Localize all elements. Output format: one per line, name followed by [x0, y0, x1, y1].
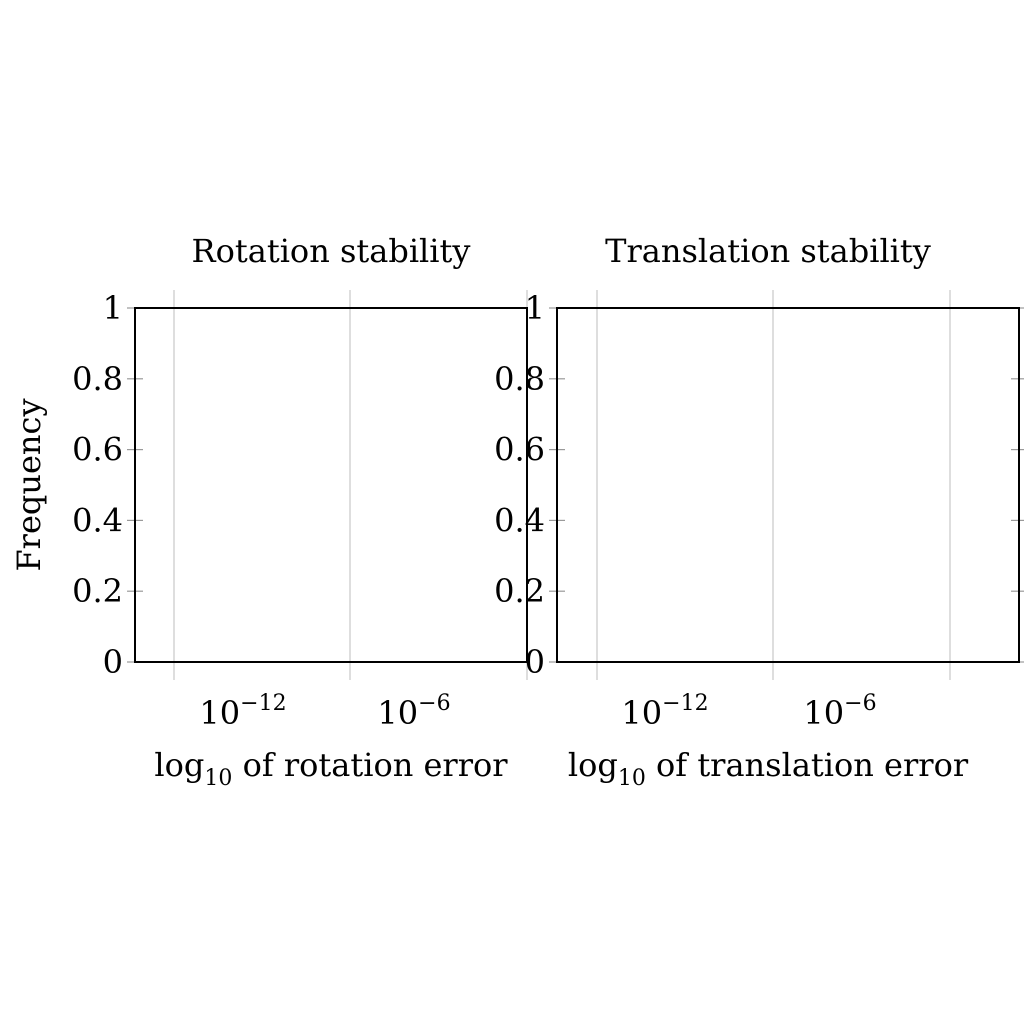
plot-frame	[556, 307, 1020, 663]
chart-panel-2: 0 0.2 0.4 0.6 0.8 1 10−12 10−6 Translation stabi…	[494, 232, 1024, 791]
x-axis-label: log10 of translation error	[568, 746, 969, 791]
y-tick-label: 0.2	[72, 572, 123, 610]
y-tick-label: 0	[103, 643, 123, 681]
y-tick-label: 0.8	[72, 360, 123, 398]
y-tick-label: 0.6	[72, 431, 123, 469]
chart-panel-1: 0 0.2 0.4 0.6 0.8 1 10−12 10−6 Rotation stabilit…	[10, 232, 528, 791]
y-axis-label: Frequency	[10, 398, 48, 571]
y-tick-label: 1	[525, 289, 545, 327]
y-tick-label: 0.8	[494, 360, 545, 398]
x-axis-label: log10 of rotation error	[154, 746, 508, 791]
y-tick-label: 0.4	[72, 501, 123, 539]
y-tick-label: 0.4	[494, 501, 545, 539]
x-tick-label: 10−12	[621, 691, 708, 732]
x-tick-label: 10−6	[377, 691, 450, 732]
plot-frame	[134, 307, 528, 663]
x-tick-label: 10−6	[803, 691, 876, 732]
chart-title: Rotation stability	[192, 232, 471, 270]
y-tick-label: 1	[103, 289, 123, 327]
y-tick-label: 0.6	[494, 431, 545, 469]
chart-title: Translation stability	[605, 232, 931, 270]
y-tick-label: 0.2	[494, 572, 545, 610]
x-tick-label: 10−12	[199, 691, 286, 732]
y-tick-label: 0	[525, 643, 545, 681]
